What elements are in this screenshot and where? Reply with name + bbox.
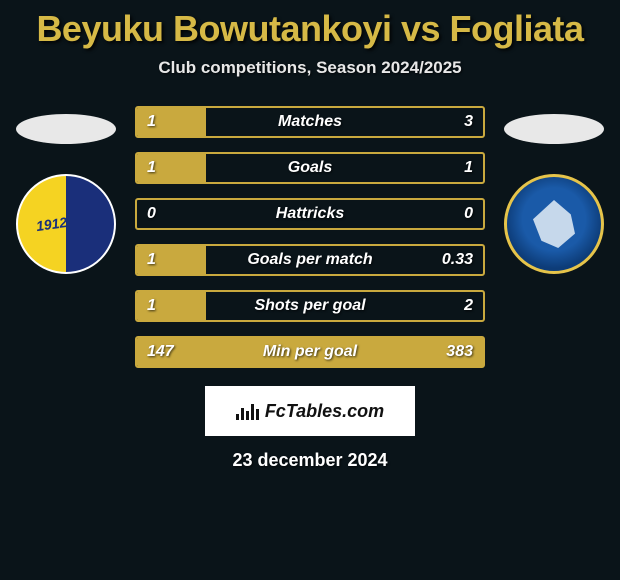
stat-row: 1 Goals per match 0.33: [135, 244, 485, 276]
brand-attribution[interactable]: FcTables.com: [205, 386, 415, 436]
comparison-card: Beyuku Bowutankoyi vs Fogliata Club comp…: [0, 0, 620, 471]
page-subtitle: Club competitions, Season 2024/2025: [0, 58, 620, 78]
stat-value-left: 0: [147, 205, 156, 223]
stat-value-right: 3: [464, 113, 473, 131]
stat-label: Goals: [288, 159, 332, 177]
stat-label: Matches: [278, 113, 342, 131]
page-title: Beyuku Bowutankoyi vs Fogliata: [0, 8, 620, 50]
left-player-column: 1912: [11, 106, 121, 274]
bars-icon: [236, 402, 259, 420]
stat-bars: 1 Matches 3 1 Goals 1 0 Hattricks 0 1 Goals per ma…: [135, 106, 485, 368]
stat-value-left: 1: [147, 297, 156, 315]
left-player-ellipse: [16, 114, 116, 144]
stat-value-right: 2: [464, 297, 473, 315]
stat-value-right: 0: [464, 205, 473, 223]
stat-row: 1 Shots per goal 2: [135, 290, 485, 322]
stat-row: 1 Matches 3: [135, 106, 485, 138]
stat-value-left: 1: [147, 113, 156, 131]
stat-label: Hattricks: [276, 205, 344, 223]
stat-row: 147 Min per goal 383: [135, 336, 485, 368]
brand-text: FcTables.com: [265, 401, 384, 422]
stat-value-right: 0.33: [442, 251, 473, 269]
stat-value-left: 1: [147, 251, 156, 269]
stat-row: 0 Hattricks 0: [135, 198, 485, 230]
left-crest-year: 1912: [35, 214, 68, 234]
stat-value-right: 1: [464, 159, 473, 177]
stat-value-right: 383: [446, 343, 473, 361]
stat-value-left: 147: [147, 343, 174, 361]
stat-row: 1 Goals 1: [135, 152, 485, 184]
right-player-ellipse: [504, 114, 604, 144]
stat-label: Shots per goal: [254, 297, 365, 315]
right-player-column: [499, 106, 609, 274]
right-club-crest: [504, 174, 604, 274]
date-label: 23 december 2024: [0, 450, 620, 471]
main-content: 1912 1 Matches 3 1 Goals 1 0 Hattricks 0 1 Goals p…: [0, 106, 620, 368]
left-club-crest: 1912: [16, 174, 116, 274]
stat-label: Min per goal: [263, 343, 357, 361]
stat-value-left: 1: [147, 159, 156, 177]
stat-label: Goals per match: [247, 251, 372, 269]
